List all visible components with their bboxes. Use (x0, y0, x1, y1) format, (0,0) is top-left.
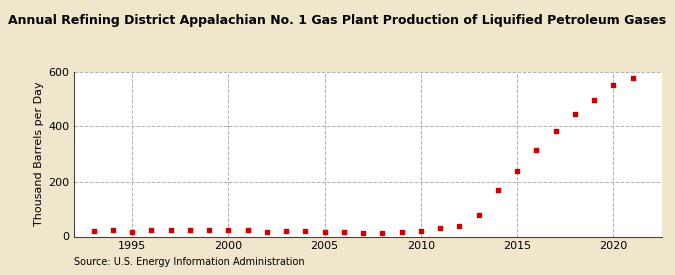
Point (146, 228, 157, 233)
Point (550, 128, 561, 133)
Point (107, 227, 118, 232)
Y-axis label: Thousand Barrels per Day: Thousand Barrels per Day (34, 82, 44, 226)
Point (454, 223, 464, 228)
Point (377, 231, 387, 235)
Point (415, 229, 426, 233)
Point (473, 212, 484, 217)
Point (223, 228, 234, 233)
Point (261, 229, 272, 234)
Point (396, 230, 407, 235)
Point (88, 229, 99, 233)
Point (338, 230, 349, 235)
Point (589, 98, 599, 103)
Point (127, 230, 138, 235)
Point (281, 229, 292, 233)
Point (204, 228, 215, 233)
Point (570, 112, 580, 116)
Point (165, 228, 176, 233)
Point (627, 76, 638, 81)
Point (242, 228, 253, 233)
Point (531, 148, 542, 152)
Point (435, 226, 446, 230)
Text: Annual Refining District Appalachian No. 1 Gas Plant Production of Liquified Pet: Annual Refining District Appalachian No.… (8, 14, 666, 27)
Point (493, 188, 504, 192)
Point (358, 230, 369, 235)
Point (300, 229, 310, 233)
Point (184, 228, 195, 233)
Point (608, 83, 619, 87)
Text: Source: U.S. Energy Information Administration: Source: U.S. Energy Information Administ… (74, 257, 305, 267)
Point (319, 230, 330, 235)
Point (512, 168, 522, 173)
